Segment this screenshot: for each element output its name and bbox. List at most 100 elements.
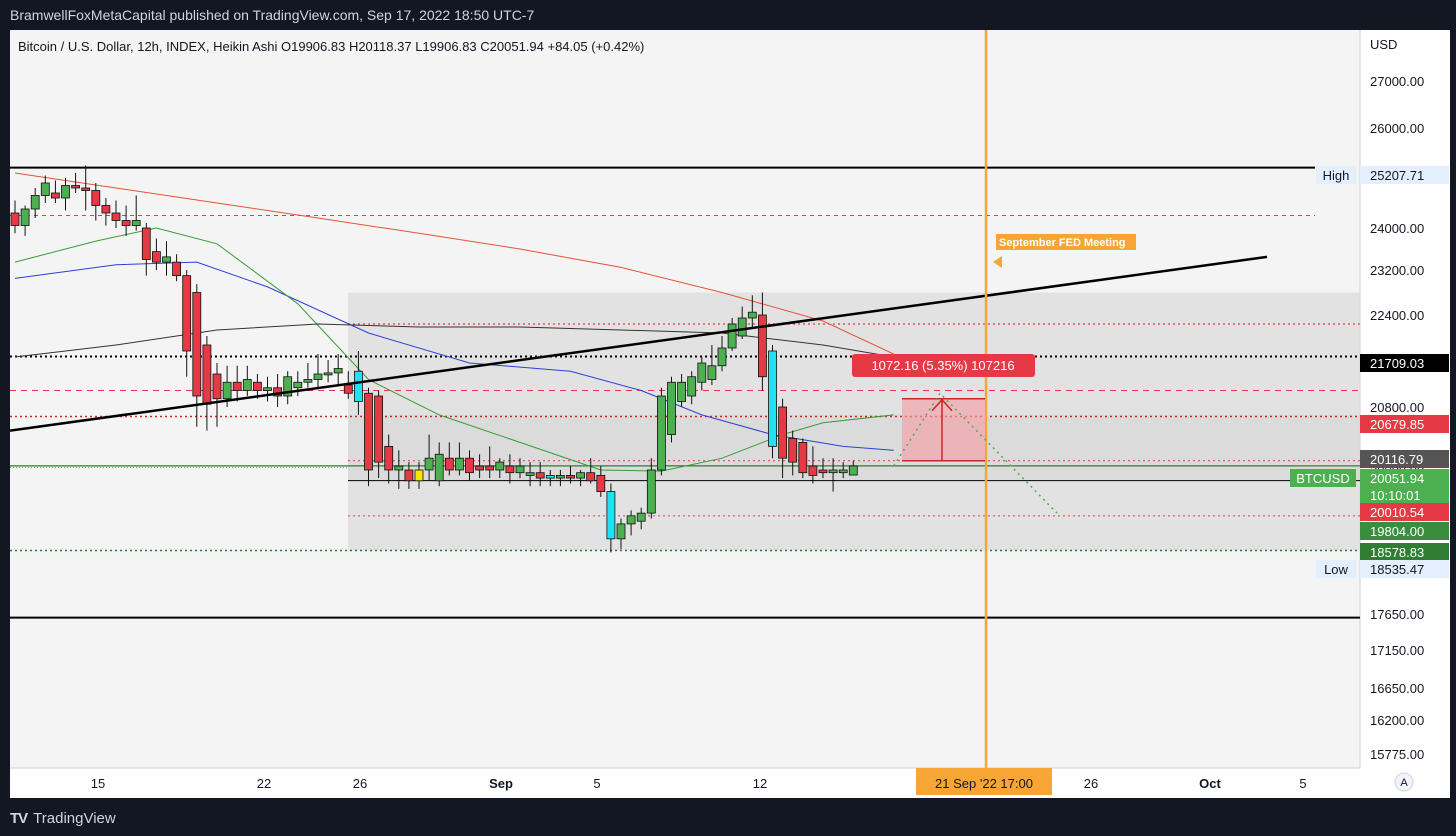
candle <box>646 458 656 519</box>
price-badge-value: 20116.79 <box>1370 452 1423 467</box>
price-badge-label-bg <box>1290 469 1356 487</box>
price-badge: 20010.54 <box>1360 503 1449 521</box>
candle <box>242 365 252 396</box>
candle <box>71 173 80 193</box>
candle <box>252 374 262 399</box>
candle <box>192 284 202 427</box>
candle <box>596 466 606 497</box>
price-badge-value: 18578.83 <box>1370 545 1424 560</box>
price-badge-value: 20679.85 <box>1370 417 1424 432</box>
candle <box>636 507 646 530</box>
candle <box>505 454 515 484</box>
candle-body <box>727 323 737 349</box>
candle-body <box>475 465 485 471</box>
price-badge-bg <box>1360 469 1449 505</box>
candle-body <box>485 465 495 471</box>
horizontal-levels <box>10 166 1360 619</box>
candle-body <box>91 190 101 206</box>
candle-body <box>454 457 464 471</box>
candle <box>323 360 333 383</box>
measure-arrow-icon <box>931 398 953 412</box>
candle <box>162 241 171 276</box>
candle-body <box>151 251 161 263</box>
candle <box>535 462 545 487</box>
price-badge-label-bg <box>1316 560 1356 578</box>
candle-body <box>202 344 212 405</box>
time-cursor-text: 21 Sep '22 17:00 <box>935 776 1033 791</box>
tradingview-logo[interactable]: TV TradingView <box>10 808 116 828</box>
price-tick-label: 15775.00 <box>1370 747 1424 762</box>
candle-body <box>434 453 444 482</box>
candle-body <box>505 465 515 474</box>
price-badge-label: Low <box>1324 562 1348 577</box>
candle <box>818 458 828 479</box>
candle-body <box>30 195 40 210</box>
auto-scale-button[interactable]: A <box>1394 772 1414 792</box>
candle-body <box>606 491 616 540</box>
footer: TV TradingView <box>0 798 1456 836</box>
candle <box>808 446 818 484</box>
candle-body <box>808 465 818 476</box>
candle <box>848 460 858 476</box>
currency-label: USD <box>1370 37 1397 52</box>
fed-meeting-label: September FED Meeting <box>996 234 1136 250</box>
price-tick-label: 23200.00 <box>1370 263 1424 278</box>
candle <box>515 458 525 479</box>
candle-body <box>51 192 60 199</box>
candle <box>40 175 50 203</box>
candle-body <box>212 373 222 400</box>
price-tick-label: 17150.00 <box>1370 643 1424 658</box>
price-tick-label: 26000.00 <box>1370 121 1424 136</box>
candle-body <box>293 381 303 389</box>
price-range-measure <box>902 398 985 462</box>
candle-body <box>182 275 192 352</box>
candle-body <box>192 292 202 397</box>
candle <box>768 345 777 459</box>
time-cursor-bg <box>916 768 1052 795</box>
measure-label-text: 1072.16 (5.35%) 107216 <box>871 358 1014 373</box>
price-badge-bg <box>1360 354 1449 372</box>
chart-panel[interactable]: September FED Meeting 1072.16 (5.35%) 107… <box>10 30 1450 798</box>
candle-body <box>242 379 252 391</box>
candle <box>414 462 424 489</box>
candle-body <box>61 185 70 199</box>
time-axis-background <box>10 768 1450 798</box>
candle-body <box>444 457 454 471</box>
price-badge-countdown: 10:10:01 <box>1370 488 1421 503</box>
candle-body <box>747 311 757 319</box>
candle <box>566 466 575 484</box>
candle <box>10 200 20 234</box>
price-badge: 20116.79 <box>1360 450 1449 468</box>
time-tick-label: 15 <box>91 776 105 791</box>
candle-body <box>788 438 798 463</box>
candle <box>263 376 272 402</box>
candle <box>364 387 373 487</box>
candle <box>303 363 313 388</box>
candle <box>737 306 747 339</box>
candle-body <box>848 465 858 476</box>
candle <box>424 434 434 481</box>
candle <box>51 180 60 203</box>
candle <box>404 462 414 489</box>
candle-body <box>101 205 111 214</box>
price-tick-label: 16650.00 <box>1370 681 1424 696</box>
candle <box>485 446 495 479</box>
candle <box>697 357 707 391</box>
candle <box>788 430 798 476</box>
candle <box>20 205 30 236</box>
candle-body <box>121 220 131 226</box>
candle-body <box>525 472 535 476</box>
candle-body <box>81 187 91 191</box>
time-axis[interactable]: 15 22 26 Sep 5 12 26 Oct 5 21 Sep '22 17:00 <box>91 768 1307 795</box>
price-badge: 25207.71 High <box>1316 166 1449 184</box>
price-badge: 20679.85 <box>1360 415 1449 433</box>
tradingview-logo-icon: TV <box>10 809 28 827</box>
candle-body <box>313 373 323 380</box>
candle-body <box>162 256 171 263</box>
candle <box>798 438 808 479</box>
candle-body <box>172 261 182 277</box>
candle-body <box>677 381 686 402</box>
measure-label: 1072.16 (5.35%) 107216 <box>852 354 1035 377</box>
measure-label-bg <box>852 354 1035 377</box>
time-tick-label: Oct <box>1199 776 1221 791</box>
